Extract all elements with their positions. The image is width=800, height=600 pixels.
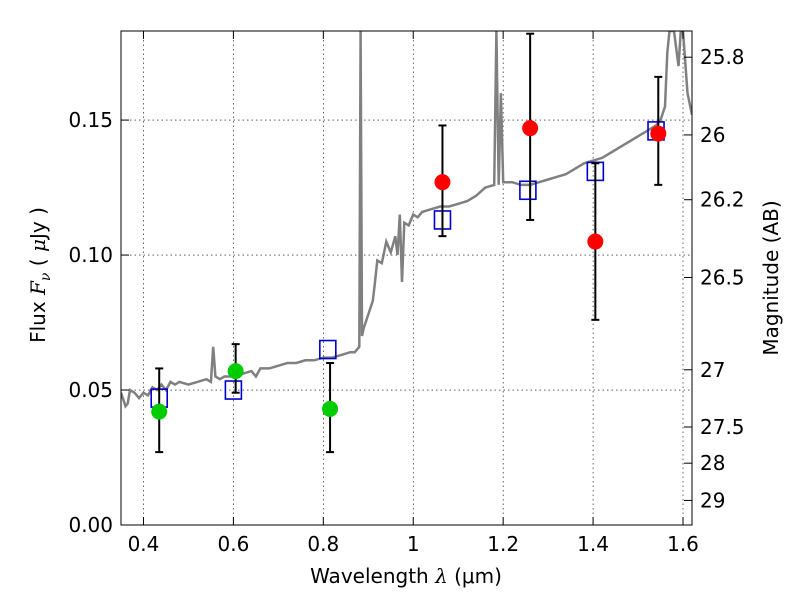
model-band-square	[224, 380, 243, 400]
right-tick-label: 27.5	[700, 415, 745, 439]
right-tick-label: 27	[700, 358, 725, 382]
x-tick-label: 1	[407, 532, 420, 556]
right-tick-label: 26.2	[700, 188, 745, 212]
photometry-point	[322, 400, 339, 417]
x-tick-label: 0.8	[307, 532, 339, 556]
model-band-square	[319, 339, 337, 360]
x-tick-label: 1.2	[487, 532, 519, 556]
y-axis-ticks: 0.00 0.05 0.10 0.15	[68, 108, 129, 537]
x-axis-title: Wavelength λ (μm)	[310, 564, 502, 588]
photometry-point	[650, 125, 667, 142]
y-tick-label: 0.00	[68, 513, 113, 537]
photometry-point	[522, 120, 539, 137]
photometry-point	[587, 233, 604, 250]
x-tick-label: 1.6	[667, 532, 699, 556]
right-tick-label: 25.8	[700, 45, 745, 69]
x-tick-label: 0.4	[128, 532, 160, 556]
y-tick-label: 0.15	[68, 108, 113, 132]
plot-frame	[120, 30, 693, 526]
right-axis-ticks: 25.8 26 26.2 26.5 27 27.5 28 29	[684, 45, 745, 512]
right-tick-label: 26.5	[700, 265, 745, 289]
model-spectrum-line	[121, 31, 692, 409]
right-axis-title: Magnitude (AB)	[759, 200, 783, 355]
x-tick-label: 1.4	[577, 532, 609, 556]
photometry-point	[227, 363, 244, 380]
right-tick-label: 26	[700, 123, 725, 147]
photometry-point	[434, 174, 451, 191]
y-tick-label: 0.10	[68, 243, 113, 267]
y-tick-label: 0.05	[68, 378, 113, 402]
grid-lines	[121, 31, 692, 526]
model-band-square	[519, 180, 537, 201]
plot-area	[121, 31, 692, 454]
photometry-point	[151, 403, 168, 420]
x-axis-ticks: 0.4 0.6 0.8 1 1.2 1.4 1.6	[128, 31, 699, 556]
y-axis-title: Flux Fν ( μJy )	[26, 207, 54, 343]
data-markers	[150, 32, 667, 454]
x-tick-label: 0.6	[217, 532, 249, 556]
right-tick-label: 29	[700, 488, 725, 512]
right-tick-label: 28	[700, 451, 725, 475]
